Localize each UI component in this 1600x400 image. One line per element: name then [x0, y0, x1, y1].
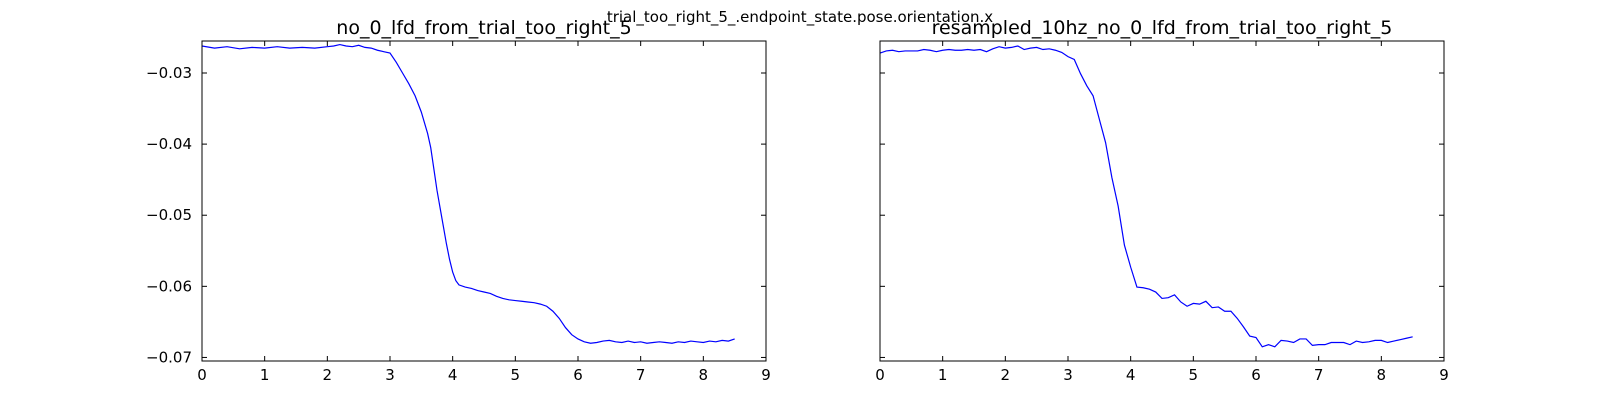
left-x-tick-label-3: 3	[385, 366, 395, 384]
right-x-tick-label-4: 4	[1126, 366, 1136, 384]
right-chart-frame	[879, 40, 1445, 362]
left-chart-series-line	[201, 43, 735, 344]
left-y-tick-label-0: −0.03	[146, 64, 192, 82]
left-y-tick-label-4: −0.07	[146, 348, 192, 366]
left-x-tick-label-0: 0	[197, 366, 207, 384]
right-x-tick-label-0: 0	[875, 366, 885, 384]
left-chart-tick-labels: 0 1 2 3 4 5 6 7 8 9 −0.03 −0.04 −0.05 −0.06 −0.07	[146, 64, 771, 384]
right-chart-tick-labels: 0 1 2 3 4 5 6 7 8 9	[875, 366, 1449, 384]
left-x-tick-label-5: 5	[511, 366, 521, 384]
left-chart-frame	[201, 40, 767, 362]
left-chart-title: no_0_lfd_from_trial_too_right_5	[336, 17, 631, 39]
right-x-tick-label-5: 5	[1189, 366, 1199, 384]
right-chart-title: resampled_10hz_no_0_lfd_from_trial_too_r…	[932, 17, 1393, 39]
right-x-tick-label-6: 6	[1251, 366, 1261, 384]
left-chart-ticks	[201, 41, 767, 361]
left-chart: no_0_lfd_from_trial_too_right_5 0 1 2 3 4 5 6 7…	[146, 17, 771, 384]
right-chart-ticks	[879, 41, 1445, 361]
left-x-tick-label-2: 2	[323, 366, 333, 384]
right-x-tick-label-7: 7	[1314, 366, 1324, 384]
right-x-tick-label-1: 1	[938, 366, 948, 384]
left-x-tick-label-8: 8	[699, 366, 709, 384]
left-x-tick-label-6: 6	[573, 366, 583, 384]
left-x-tick-label-1: 1	[260, 366, 270, 384]
left-y-tick-label-1: −0.04	[146, 135, 192, 153]
left-y-tick-label-2: −0.05	[146, 206, 192, 224]
figure-suptitle: trial_too_right_5_.endpoint_state.pose.o…	[607, 8, 993, 27]
left-x-tick-label-7: 7	[636, 366, 646, 384]
right-x-tick-label-8: 8	[1377, 366, 1387, 384]
right-chart-series-line	[879, 45, 1413, 348]
right-x-tick-label-3: 3	[1063, 366, 1073, 384]
left-x-tick-label-9: 9	[761, 366, 771, 384]
left-x-tick-label-4: 4	[448, 366, 458, 384]
left-y-tick-label-3: −0.06	[146, 277, 192, 295]
right-x-tick-label-9: 9	[1439, 366, 1449, 384]
right-x-tick-label-2: 2	[1001, 366, 1011, 384]
right-chart: resampled_10hz_no_0_lfd_from_trial_too_r…	[875, 17, 1449, 384]
